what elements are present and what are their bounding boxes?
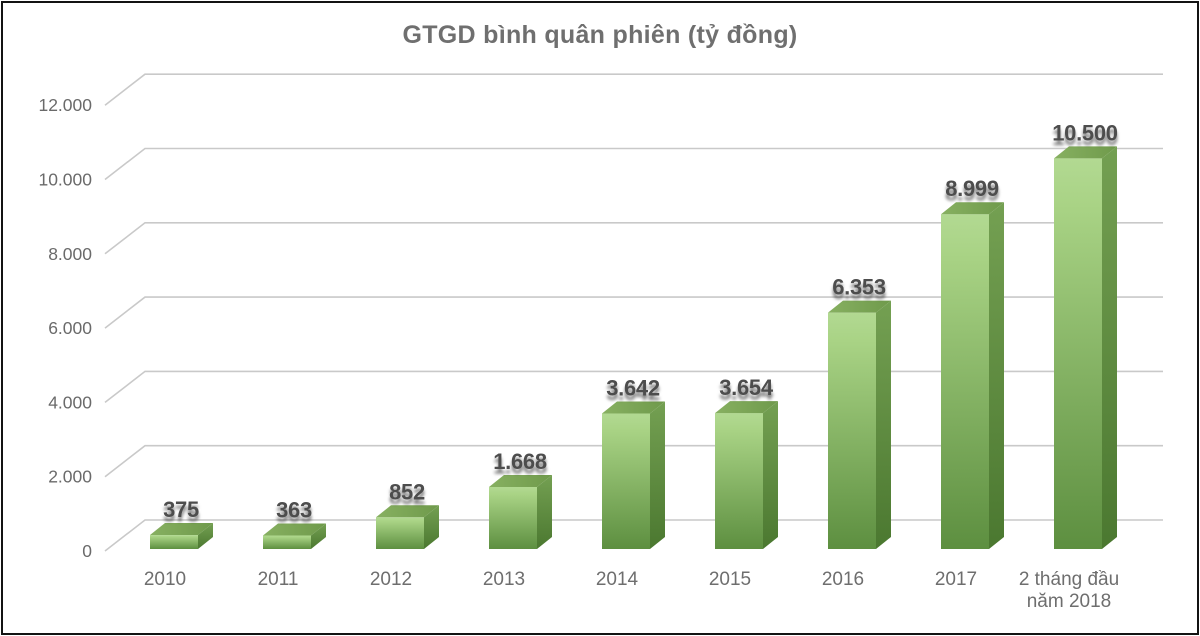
bar	[941, 202, 1004, 550]
bar-side-face	[650, 401, 665, 549]
y-axis-tick-label: 8.000	[48, 244, 92, 264]
bar-value-label: 1.668	[493, 449, 547, 474]
bar-top-face	[489, 474, 552, 487]
bar-side-face	[311, 523, 326, 549]
bar-top-face	[828, 300, 891, 313]
bar-top-face	[1054, 146, 1117, 159]
bar-value-label: 10.500	[1052, 120, 1118, 145]
bar-front-face	[376, 517, 424, 549]
bar-value-label: 852	[389, 479, 425, 504]
gridline	[104, 73, 1163, 106]
x-axis-label: 2015	[709, 569, 751, 590]
bar-value-label: 3.654	[719, 375, 774, 400]
gridline	[104, 296, 1163, 329]
bar-front-face	[1054, 158, 1102, 549]
y-axis-tick-label: 0	[82, 541, 92, 561]
bar-side-face	[989, 202, 1004, 550]
bar-side-face	[876, 300, 891, 549]
bar-front-face	[715, 413, 763, 549]
gridline	[104, 519, 1163, 552]
bar-top-face	[602, 401, 665, 414]
y-axis-tick-label: 10.000	[38, 170, 92, 190]
bar-top-face	[941, 202, 1004, 215]
bar-side-face	[424, 505, 439, 549]
gridline	[104, 370, 1163, 404]
bar-value-label: 3.642	[606, 376, 660, 401]
y-axis-tick-label: 4.000	[48, 392, 92, 412]
bar-value-label: 8.999	[945, 176, 999, 201]
x-axis-label: 2013	[483, 569, 525, 590]
x-axis-label: năm 2018	[1027, 591, 1112, 612]
bar-value-label: 6.353	[832, 275, 886, 300]
bar	[263, 523, 326, 549]
x-axis-label: 2016	[822, 569, 864, 590]
bars-layer	[150, 146, 1117, 550]
bar-front-face	[489, 486, 537, 549]
bar-top-face	[263, 523, 326, 536]
bar-front-face	[150, 535, 198, 549]
x-axis-label: 2011	[258, 569, 299, 590]
bar-front-face	[828, 312, 876, 549]
y-axis-tick-label: 6.000	[48, 318, 92, 338]
bar-top-face	[376, 505, 439, 518]
bar-side-face	[198, 523, 213, 549]
bar-side-face	[763, 401, 778, 549]
x-axis-label: 2010	[144, 569, 186, 590]
y-axis-tick-label: 12.000	[38, 95, 92, 115]
x-axis-label: 2014	[596, 569, 639, 590]
x-axis-label: 2 tháng đầu	[1019, 569, 1119, 590]
gridline	[104, 222, 1163, 255]
y-axis-tick-label: 2.000	[48, 467, 92, 487]
bar	[715, 401, 778, 549]
bar-side-face	[537, 474, 552, 549]
bar-side-face	[1102, 146, 1117, 549]
gridlines-layer	[104, 73, 1163, 552]
bar	[150, 523, 213, 549]
gridline	[104, 444, 1163, 478]
bar-top-face	[715, 401, 778, 414]
bar	[828, 300, 891, 549]
bar	[489, 474, 552, 549]
bar-front-face	[602, 413, 650, 549]
gridline	[104, 147, 1163, 181]
bar-value-label: 363	[276, 497, 312, 522]
bar-value-label: 375	[163, 497, 199, 522]
x-axis-label: 2012	[370, 569, 412, 590]
x-axis-label: 2017	[935, 569, 977, 590]
bar-front-face	[263, 535, 311, 549]
bar	[602, 401, 665, 549]
bar-top-face	[150, 523, 213, 536]
bar	[1054, 146, 1117, 549]
bar	[376, 505, 439, 549]
chart-title: GTGD bình quân phiên (tỷ đồng)	[402, 21, 798, 49]
bar-front-face	[941, 214, 989, 550]
labels-layer: 0 2.000 4.000 6.000 8.000 10.000 12.000 375 2010…	[38, 95, 1119, 612]
